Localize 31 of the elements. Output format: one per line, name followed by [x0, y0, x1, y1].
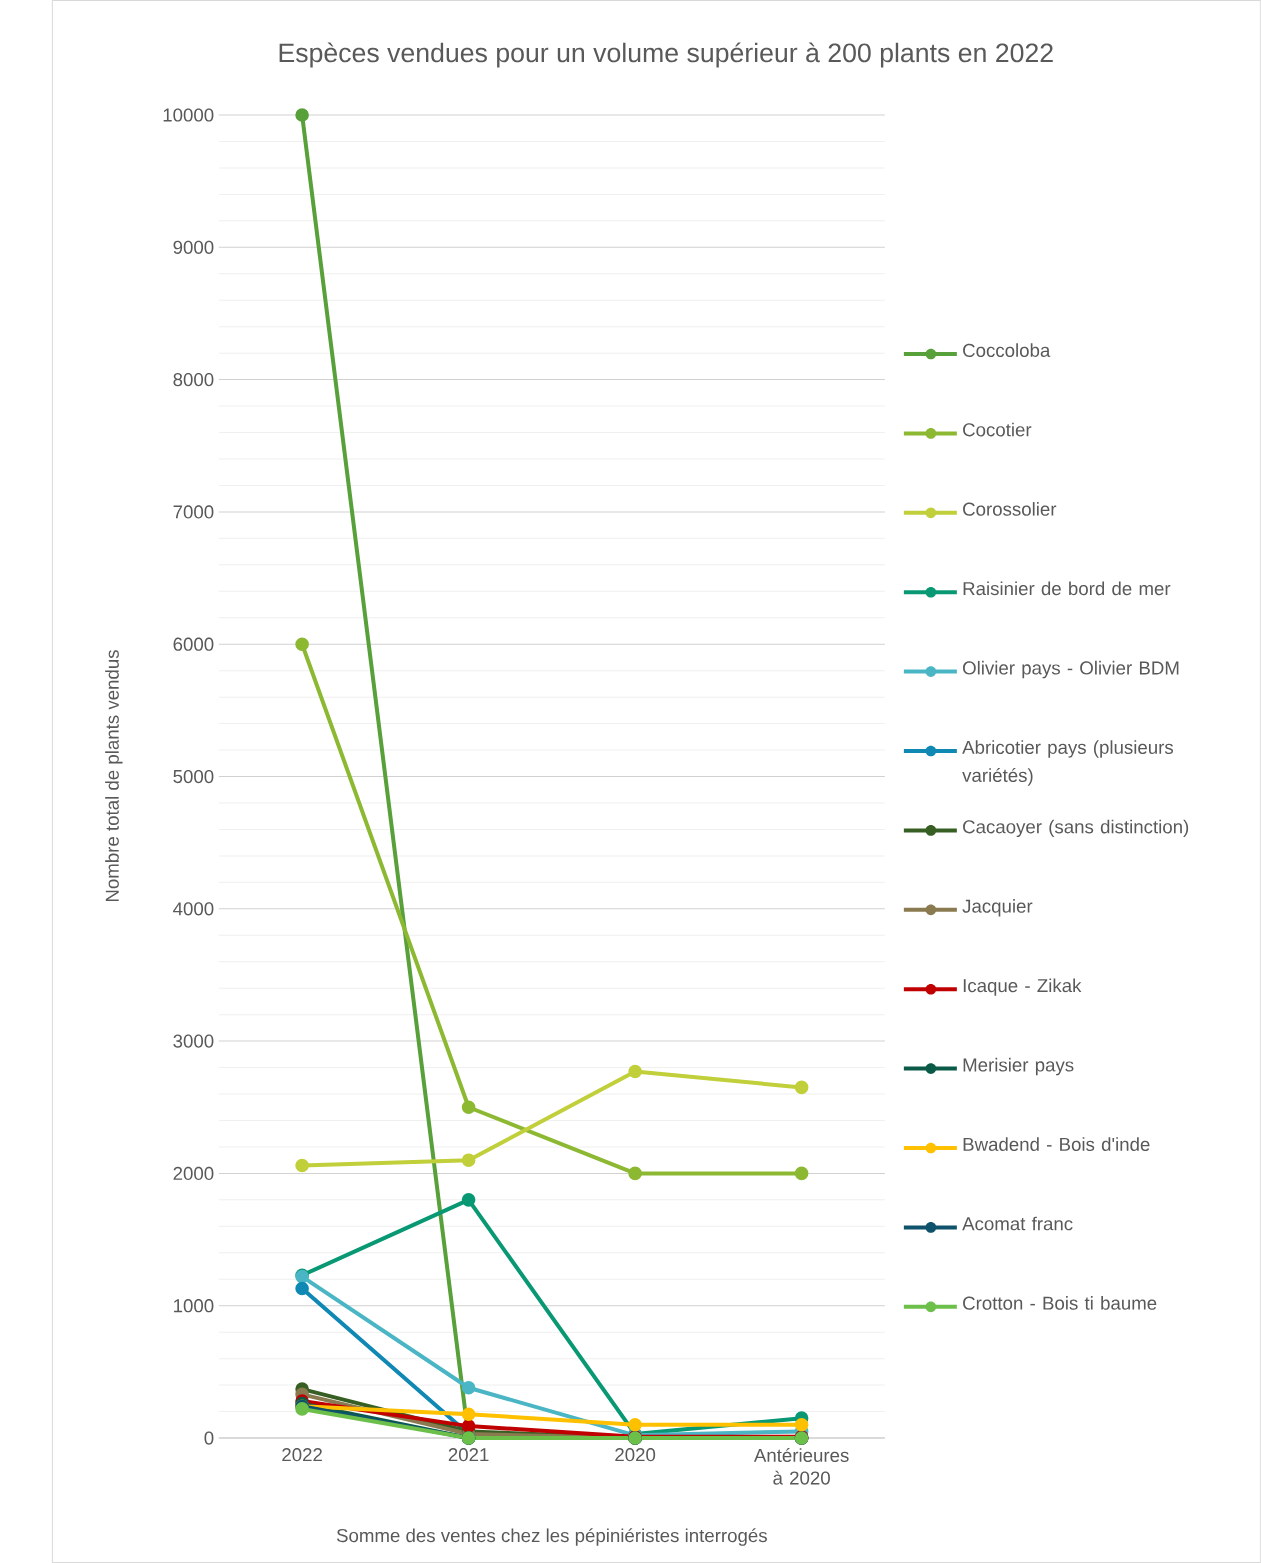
y-tick-label: 0	[204, 1431, 214, 1445]
legend-label: Coccoloba	[963, 343, 1051, 357]
legend-label: Corossolier	[963, 502, 1057, 516]
legend-label: Cocotier	[963, 422, 1032, 437]
y-tick-label: 1000	[174, 1299, 214, 1313]
y-tick-label: 3000	[173, 1034, 214, 1048]
legend-label: Icaque - Zikak	[963, 978, 1082, 996]
y-tick-label: 6000	[173, 637, 214, 651]
legend-label: Merisier pays	[963, 1057, 1074, 1076]
legend-label: Olivier pays - Olivier BDM	[963, 660, 1179, 679]
legend-label: Acomat franc	[962, 1216, 1073, 1231]
legend-label: Jacquier	[962, 899, 1033, 917]
x-tick-label: 2022	[282, 1448, 323, 1462]
y-tick-label: 4000	[173, 902, 214, 916]
y-tick-label: 9000	[173, 240, 214, 254]
legend-label: Bwadend - Bois d'inde	[963, 1137, 1150, 1151]
x-tick-label: 2020	[615, 1448, 656, 1462]
y-tick-label: 8000	[173, 372, 214, 387]
legend-label: Raisinier de bord de mer	[963, 581, 1171, 596]
y-tick-label: 10000	[163, 108, 214, 122]
y-axis-title: Nombre total de plants vendus	[105, 650, 123, 902]
x-tick-label: 2021	[448, 1448, 489, 1462]
legend-label: Cacaoyer (sans distinction)	[963, 819, 1189, 838]
y-tick-label: 5000	[173, 769, 214, 784]
chart-title: Espèces vendues pour un volume supérieur à 200 plants en 2022	[279, 42, 1053, 68]
y-tick-label: 2000	[173, 1166, 214, 1181]
legend-label: Crotton - Bois ti baume	[963, 1296, 1157, 1310]
y-tick-label: 7000	[173, 505, 214, 519]
x-tick-label: Antérieures à 2020	[754, 1448, 849, 1485]
legend-label: Abricotier pays (plusieurs variétés)	[962, 740, 1174, 786]
x-axis-title: Somme des ventes chez les pépiniéristes interrogés	[336, 1528, 767, 1546]
